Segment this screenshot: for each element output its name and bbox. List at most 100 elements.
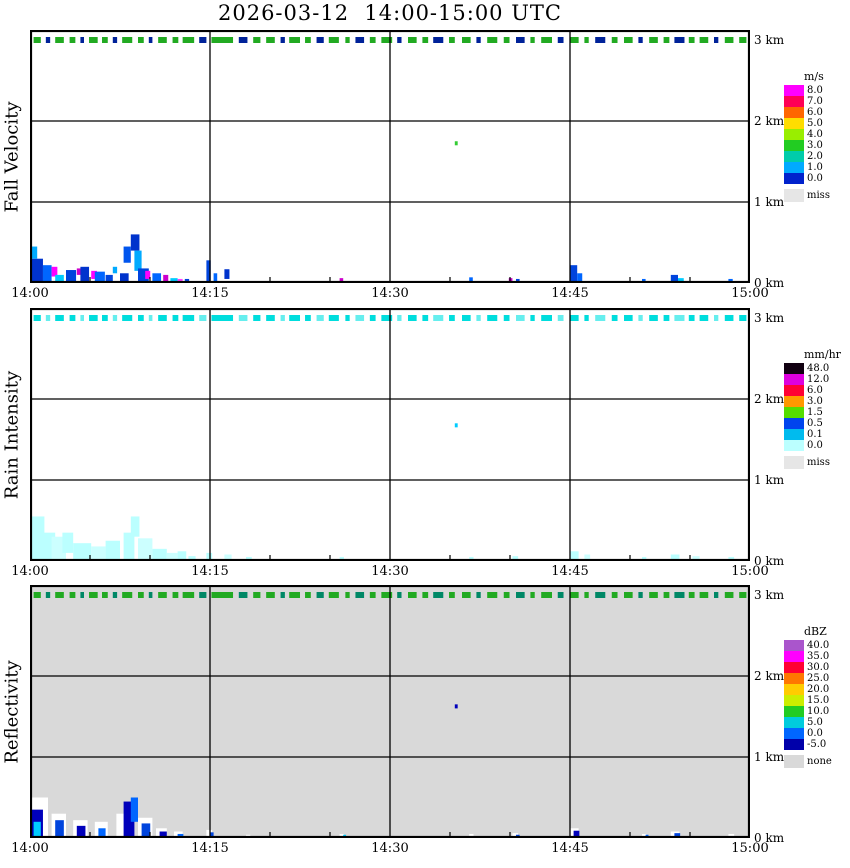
ceiling-strip-segment bbox=[158, 37, 167, 43]
echo-rect bbox=[570, 551, 579, 561]
legend-color-swatch bbox=[784, 374, 804, 385]
legend-value-label: 1.5 bbox=[807, 407, 823, 418]
echo-rect bbox=[76, 825, 86, 838]
legend-entry: 1.0 bbox=[784, 162, 850, 173]
ceiling-strip-segment bbox=[739, 592, 747, 598]
ceiling-strip-segment bbox=[280, 592, 285, 598]
legend-entry: 0.0 bbox=[784, 728, 850, 739]
legend-value-label: 40.0 bbox=[807, 640, 830, 651]
ceiling-strip-segment bbox=[624, 37, 633, 43]
echo-rect bbox=[170, 278, 178, 283]
ceiling-strip-segment bbox=[595, 592, 606, 598]
ceiling-strip-segment bbox=[739, 37, 747, 43]
height-axis-labels: 0 km 1 km 2 km 3 km bbox=[754, 30, 798, 290]
legend-value-label: 6.0 bbox=[807, 385, 823, 396]
ceiling-strip-segment bbox=[328, 37, 339, 43]
ceiling-strip-segment bbox=[449, 592, 455, 598]
x-tick-label: 15:00 bbox=[731, 841, 769, 856]
ceiling-strip-segment bbox=[724, 315, 734, 321]
ceiling-strip-segment bbox=[69, 37, 76, 43]
echo-rect bbox=[224, 554, 232, 561]
ceiling-strip-segment bbox=[530, 37, 535, 43]
ceiling-strip-segment bbox=[422, 592, 429, 598]
echo-rect bbox=[123, 801, 135, 838]
legend-value-label: 0.0 bbox=[807, 440, 823, 451]
echo-rect bbox=[94, 271, 105, 283]
ceiling-strip-segment bbox=[541, 315, 552, 321]
ceiling-strip-segment bbox=[476, 592, 481, 598]
height-tick-label: 3 km bbox=[754, 33, 785, 47]
height-axis-labels: 0 km 1 km 2 km 3 km bbox=[754, 585, 798, 845]
legend-color-swatch bbox=[784, 440, 804, 451]
page-title: 2026-03-12 14:00-15:00 UTC bbox=[217, 1, 562, 25]
ceiling-strip-segment bbox=[516, 37, 525, 43]
legend-value-label: 0.0 bbox=[807, 173, 823, 184]
time-axis-labels: 14:00 14:15 14:30 14:45 15:00 bbox=[11, 841, 768, 857]
ceiling-strip-segment bbox=[238, 592, 248, 598]
legend-color-swatch bbox=[784, 717, 804, 728]
ceiling-strip-segment bbox=[45, 592, 51, 598]
ceiling-strip-segment bbox=[266, 592, 275, 598]
x-tick-label: 14:30 bbox=[371, 564, 409, 579]
ceiling-strip-segment bbox=[305, 315, 311, 321]
ceiling-strip-segment bbox=[503, 37, 510, 43]
legend-value-label: 15.0 bbox=[807, 695, 830, 706]
ceiling-strip-segment bbox=[305, 37, 311, 43]
echo-rect bbox=[33, 821, 41, 838]
ceiling-strip-segment bbox=[182, 37, 195, 43]
ceiling-strip-segment bbox=[45, 315, 51, 321]
ceiling-strip-segment bbox=[397, 315, 402, 321]
ceiling-strip-segment bbox=[530, 592, 535, 598]
legend-color-swatch bbox=[784, 640, 804, 651]
ceiling-strip-segment bbox=[638, 592, 643, 598]
x-tick-label: 14:15 bbox=[191, 841, 229, 856]
legend-entry: 35.0 bbox=[784, 651, 850, 662]
ceiling-strip-segment bbox=[487, 37, 498, 43]
legend-value-label: 5.0 bbox=[807, 717, 823, 728]
echo-rect bbox=[206, 552, 213, 561]
ceiling-strip-segment bbox=[55, 37, 64, 43]
legend-entry: 5.0 bbox=[784, 717, 850, 728]
height-axis-labels: 0 km 1 km 2 km 3 km bbox=[754, 308, 798, 568]
echo-rect bbox=[188, 556, 196, 561]
ceiling-strip-segment bbox=[69, 592, 76, 598]
ceiling-strip-segment bbox=[89, 592, 98, 598]
ceiling-strip-segment bbox=[148, 315, 153, 321]
ceiling-strip-segment bbox=[381, 315, 393, 321]
ceiling-strip-segment bbox=[238, 37, 248, 43]
legend-entry: 6.0 bbox=[784, 385, 850, 396]
height-tick-label: 2 km bbox=[754, 392, 785, 406]
x-tick-label: 14:00 bbox=[11, 841, 49, 856]
x-tick-label: 14:45 bbox=[551, 564, 589, 579]
echo-rect bbox=[512, 556, 519, 561]
legend-missing-label: miss bbox=[807, 457, 830, 468]
legend-missing-label: miss bbox=[807, 190, 830, 201]
ceiling-strip-segment bbox=[199, 592, 207, 598]
ceiling-strip-segment bbox=[172, 592, 179, 598]
legend-color-swatch bbox=[784, 739, 804, 750]
ceiling-strip-segment bbox=[253, 592, 261, 598]
echo-rect bbox=[454, 423, 458, 428]
ceiling-strip-segment bbox=[211, 315, 234, 321]
legend-entry: 3.0 bbox=[784, 396, 850, 407]
ceiling-strip-segment bbox=[122, 37, 133, 43]
ceiling-strip-segment bbox=[595, 315, 606, 321]
ceiling-strip-segment bbox=[316, 37, 324, 43]
ceiling-strip-segment bbox=[369, 592, 376, 598]
echo-rect bbox=[454, 141, 458, 146]
echo-rect bbox=[55, 820, 64, 838]
legend-color-swatch bbox=[784, 96, 804, 107]
x-tick-label: 14:15 bbox=[191, 286, 229, 301]
echo-rect bbox=[584, 554, 591, 561]
ceiling-strip-segment bbox=[714, 315, 719, 321]
ceiling-strip-segment bbox=[381, 592, 393, 598]
echo-rect bbox=[512, 833, 519, 838]
ceiling-strip-segment bbox=[638, 315, 643, 321]
ceiling-strip-segment bbox=[397, 592, 402, 598]
ceiling-strip-segment bbox=[530, 315, 535, 321]
echo-rect bbox=[670, 274, 678, 283]
legend-entry: 3.0 bbox=[784, 140, 850, 151]
ceiling-strip-segment bbox=[33, 37, 41, 43]
ceiling-strip-segment bbox=[355, 37, 365, 43]
legend-entry: 8.0 bbox=[784, 85, 850, 96]
